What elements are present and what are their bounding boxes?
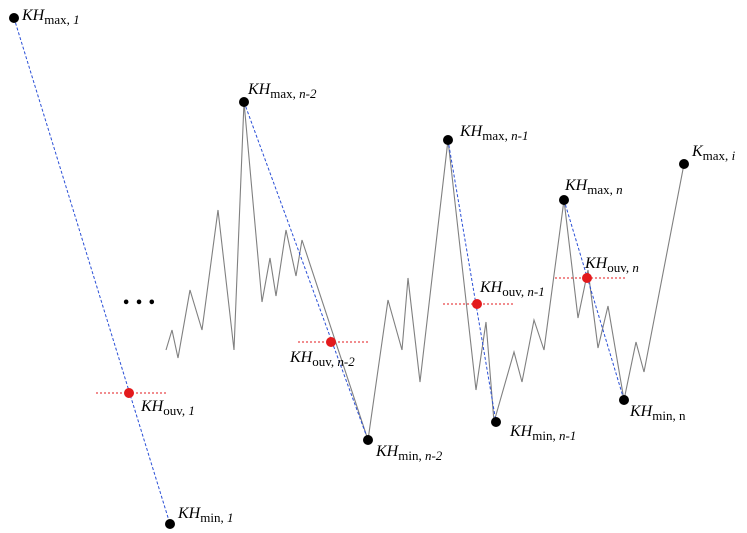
label-max-n-2: KHmax, n-2: [247, 81, 317, 101]
label-max-1: KHmax, 1: [21, 7, 80, 27]
trend-line-n: [564, 200, 624, 400]
min-point-n-2: [363, 435, 373, 445]
trend-line-1: [14, 18, 170, 524]
label-min-n: KHmin, n: [629, 403, 686, 423]
opening-point-n-2: [326, 337, 336, 347]
label-max-n: KHmax, n: [564, 177, 623, 197]
label-ouv-n: KHouv, n: [584, 255, 639, 275]
opening-point-1: [124, 388, 134, 398]
label-ouv-1: KHouv, 1: [140, 398, 195, 418]
min-point-n-1: [491, 417, 501, 427]
max-point-i: [679, 159, 689, 169]
max-point-n: [559, 195, 569, 205]
opening-point-n-1: [472, 299, 482, 309]
label-ouv-n-2: KHouv, n-2: [289, 349, 355, 369]
label-min-1: KHmin, 1: [177, 505, 233, 525]
max-point-n-1: [443, 135, 453, 145]
label-max-n-1: KHmax, n-1: [459, 123, 528, 143]
ellipsis: • • •: [122, 296, 156, 311]
min-point-n: [619, 395, 629, 405]
min-point-1: [165, 519, 175, 529]
label-ouv-n-1: KHouv, n-1: [479, 279, 545, 299]
label-max-i: Kmax, i: [691, 143, 736, 163]
max-point-1: [9, 13, 19, 23]
opening-point-n: [582, 273, 592, 283]
label-min-n-2: KHmin, n-2: [375, 443, 443, 463]
max-point-n-2: [239, 97, 249, 107]
trend-line-n-2: [244, 102, 368, 440]
label-min-n-1: KHmin, n-1: [509, 423, 576, 443]
